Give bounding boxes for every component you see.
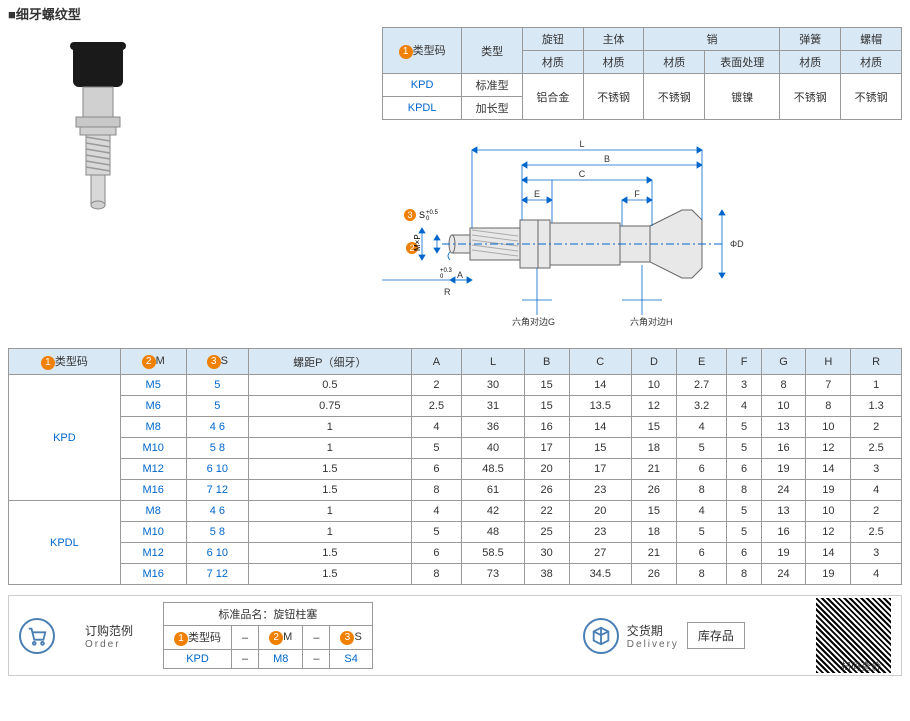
svg-text:六角对边H: 六角对边H (630, 316, 673, 327)
dimension-diagram: L B C E F ΦD A R 六角对边G 六角对边H 3S+0.50 2M×… (382, 120, 822, 340)
svg-text:F: F (634, 189, 640, 199)
delivery-icon (583, 618, 619, 654)
svg-text:0: 0 (440, 274, 444, 280)
svg-text:C: C (579, 169, 586, 179)
order-example-table: 标准品名：旋钮柱塞 1类型码 – 2M – 3S KPD – M8 – S4 (163, 602, 373, 669)
svg-text:L: L (579, 139, 584, 149)
svg-text:S: S (419, 210, 425, 220)
delivery-label: 交货期 (627, 622, 679, 639)
svg-text:M×P: M×P (413, 234, 422, 251)
order-icon (19, 618, 55, 654)
spec-table: 1类型码2M3S螺距P（细牙）ALBCDEFGHR KPDM550.523015… (8, 348, 902, 585)
svg-text:A: A (457, 270, 463, 280)
page-title: ■细牙螺纹型 (8, 4, 902, 23)
qr-label: 扫码查价 (841, 658, 881, 673)
svg-text:六角对边G: 六角对边G (512, 316, 555, 327)
product-image (8, 27, 188, 247)
svg-text:0: 0 (426, 216, 430, 222)
svg-text:E: E (534, 189, 540, 199)
order-label: 订购范例 (85, 622, 133, 639)
svg-text:B: B (604, 154, 610, 164)
material-table: 1类型码 类型 旋钮 主体 销 弹簧 螺帽 材质 材质 材质 表面处理 材质 材… (382, 27, 902, 120)
svg-text:ΦD: ΦD (730, 239, 744, 249)
bottom-bar: 订购范例 Order 标准品名：旋钮柱塞 1类型码 – 2M – 3S KPD … (8, 595, 902, 676)
svg-text:R: R (444, 287, 451, 297)
svg-text:3: 3 (407, 210, 412, 220)
stock-badge: 库存品 (687, 622, 745, 649)
